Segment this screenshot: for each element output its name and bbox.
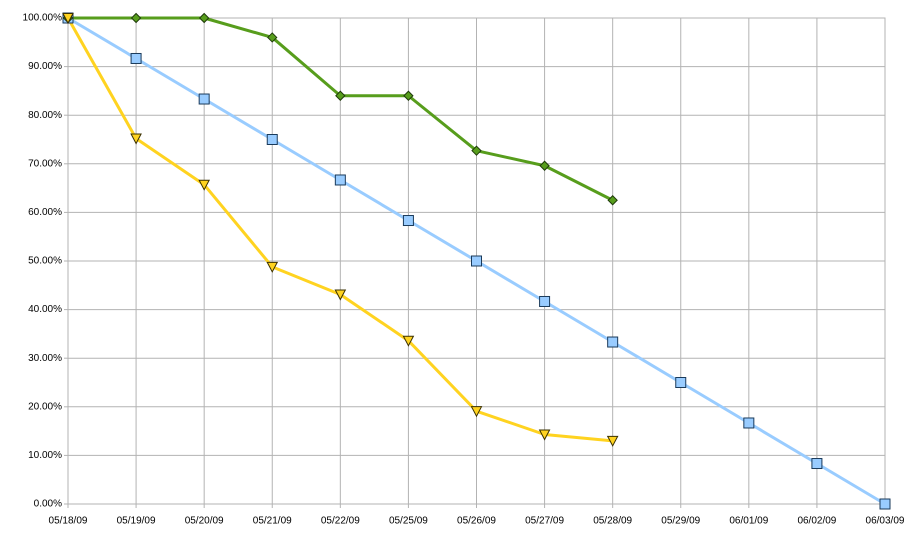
marker xyxy=(539,295,551,307)
y-tick-label: 60.00% xyxy=(28,207,62,218)
plot-frame xyxy=(67,17,886,505)
marker xyxy=(607,336,619,348)
x-tick-label: 06/02/09 xyxy=(797,516,836,527)
marker xyxy=(266,134,278,145)
marker xyxy=(471,255,482,267)
marker xyxy=(743,417,755,429)
marker xyxy=(402,335,415,347)
marker xyxy=(198,12,210,24)
y-tick-label: 100.00% xyxy=(23,13,63,24)
marker xyxy=(198,179,210,191)
marker xyxy=(403,90,414,101)
y-tick-label: 30.00% xyxy=(28,353,62,364)
y-tick-label: 50.00% xyxy=(28,256,62,267)
x-tick-label: 05/29/09 xyxy=(661,516,700,527)
marker xyxy=(335,90,346,101)
marker xyxy=(607,195,618,206)
marker xyxy=(879,498,891,510)
x-tick-label: 05/18/09 xyxy=(49,516,88,527)
marker xyxy=(334,174,346,186)
marker xyxy=(811,458,823,470)
marker xyxy=(130,52,142,64)
marker xyxy=(334,289,347,301)
marker xyxy=(675,377,687,388)
marker xyxy=(198,93,210,105)
x-tick-label: 05/21/09 xyxy=(253,516,292,527)
marker xyxy=(539,160,550,171)
x-tick-label: 05/19/09 xyxy=(117,516,156,527)
x-tick-label: 05/27/09 xyxy=(525,516,564,527)
x-tick-label: 05/20/09 xyxy=(185,516,224,527)
y-tick-label: 40.00% xyxy=(28,304,62,315)
marker xyxy=(470,406,483,418)
marker xyxy=(130,133,142,145)
marker xyxy=(267,32,278,43)
marker xyxy=(402,215,414,227)
y-tick-label: 10.00% xyxy=(28,450,62,461)
marker xyxy=(62,13,74,25)
marker xyxy=(538,429,551,441)
y-tick-label: 0.00% xyxy=(34,499,62,510)
x-tick-label: 06/03/09 xyxy=(866,516,905,527)
y-tick-label: 20.00% xyxy=(28,401,62,412)
marker xyxy=(606,435,619,447)
y-tick-label: 90.00% xyxy=(28,61,62,72)
marker xyxy=(266,261,279,273)
x-tick-label: 05/26/09 xyxy=(457,516,496,527)
y-tick-label: 80.00% xyxy=(28,110,62,121)
x-tick-label: 05/25/09 xyxy=(389,516,428,527)
x-tick-label: 06/01/09 xyxy=(729,516,768,527)
x-tick-label: 05/22/09 xyxy=(321,516,360,527)
marker xyxy=(471,145,482,156)
y-tick-label: 70.00% xyxy=(28,158,62,169)
marker xyxy=(130,12,142,24)
x-tick-label: 05/28/09 xyxy=(593,516,632,527)
